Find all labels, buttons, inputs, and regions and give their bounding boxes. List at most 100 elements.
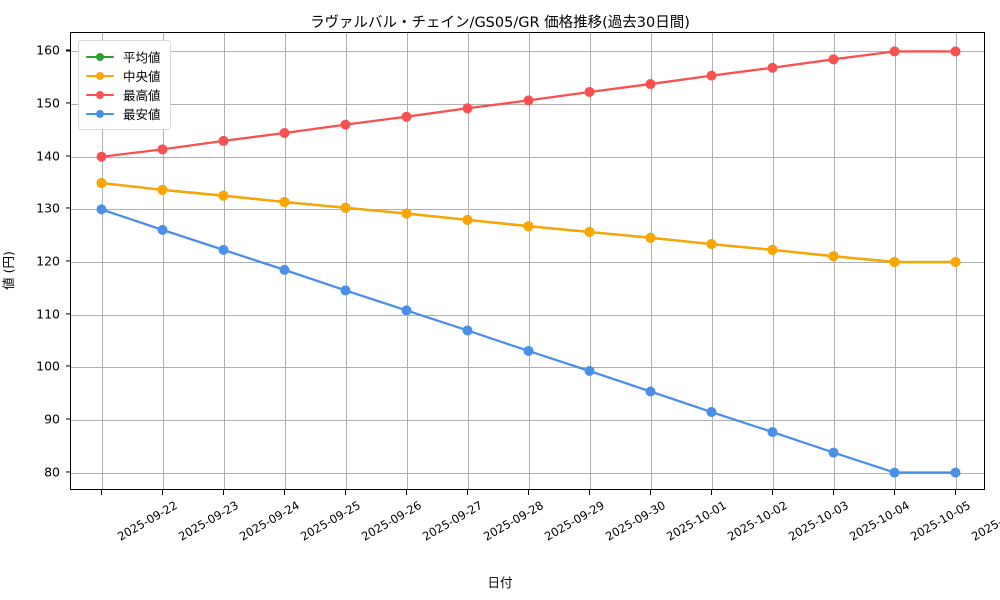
- x-tick-label: 2025-09-23: [175, 498, 241, 544]
- data-point-marker: [157, 184, 168, 195]
- x-tick-mark: [405, 490, 407, 495]
- data-point-marker: [462, 103, 473, 114]
- x-tick-mark: [161, 490, 163, 495]
- data-point-marker: [96, 151, 107, 162]
- legend-swatch-icon: [86, 50, 114, 64]
- data-point-marker: [462, 214, 473, 225]
- y-tick-label: 110: [36, 306, 60, 322]
- legend-swatch-icon: [86, 69, 114, 83]
- x-tick-mark: [954, 490, 956, 495]
- x-tick-label: 2025-09-27: [419, 498, 485, 544]
- data-point-marker: [279, 196, 290, 207]
- gridline-vertical: [467, 33, 469, 489]
- gridline-vertical: [650, 33, 652, 489]
- gridline-horizontal: [71, 419, 984, 421]
- gridline-vertical: [711, 33, 713, 489]
- data-point-marker: [889, 46, 900, 57]
- legend-entry[interactable]: 平均値: [86, 47, 161, 66]
- legend-entry[interactable]: 最高値: [86, 85, 161, 104]
- legend-entry[interactable]: 最安値: [86, 104, 161, 123]
- gridline-horizontal: [71, 156, 984, 158]
- x-tick-label: 2025-09-22: [114, 498, 180, 544]
- y-tick-label: 150: [36, 95, 60, 111]
- y-tick-mark: [65, 155, 70, 157]
- y-tick-mark: [65, 418, 70, 420]
- data-point-marker: [279, 128, 290, 139]
- legend-label: 中央値: [123, 69, 161, 84]
- data-point-marker: [706, 70, 717, 81]
- gridline-vertical: [528, 33, 530, 489]
- data-point-marker: [706, 239, 717, 250]
- x-axis-label: 日付: [487, 575, 513, 590]
- data-point-marker: [279, 264, 290, 275]
- gridline-vertical: [162, 33, 164, 489]
- data-point-marker: [767, 62, 778, 73]
- y-tick-label: 160: [36, 42, 60, 58]
- data-point-marker: [828, 54, 839, 65]
- data-point-marker: [523, 345, 534, 356]
- gridline-horizontal: [71, 367, 984, 369]
- data-point-marker: [462, 325, 473, 336]
- data-point-marker: [584, 365, 595, 376]
- y-tick-label: 130: [36, 200, 60, 216]
- x-tick-label: 2025-09-24: [236, 498, 302, 544]
- data-point-marker: [767, 427, 778, 438]
- data-point-marker: [401, 305, 412, 316]
- y-tick-label: 120: [36, 253, 60, 269]
- x-tick-mark: [283, 490, 285, 495]
- x-tick-label: 2025-09-26: [358, 498, 424, 544]
- x-tick-label: 2025-10-03: [785, 498, 851, 544]
- series-layer: [96, 46, 961, 478]
- data-point-marker: [523, 95, 534, 106]
- plot-area: [70, 32, 985, 490]
- data-point-marker: [645, 232, 656, 243]
- legend-label: 平均値: [123, 50, 161, 65]
- gridline-vertical: [772, 33, 774, 489]
- y-tick-label: 90: [44, 411, 60, 427]
- x-tick-label: 2025-10-06: [968, 498, 1000, 544]
- data-point-marker: [645, 79, 656, 90]
- series-line: [100, 208, 957, 474]
- chart-title: ラヴァルバル・チェイン/GS05/GR 価格推移(過去30日間): [310, 15, 690, 31]
- series-4: [96, 204, 961, 478]
- gridline-horizontal: [71, 262, 984, 263]
- data-point-marker: [401, 208, 412, 219]
- x-tick-label: 2025-09-29: [541, 498, 607, 544]
- data-point-marker: [584, 86, 595, 97]
- gridline-horizontal: [71, 209, 984, 211]
- data-point-marker: [218, 135, 229, 146]
- data-point-marker: [889, 257, 900, 267]
- data-point-marker: [157, 144, 168, 155]
- y-tick-mark: [65, 207, 70, 209]
- x-tick-mark: [893, 490, 895, 495]
- x-tick-mark: [100, 490, 102, 495]
- y-tick-mark: [65, 471, 70, 473]
- data-point-marker: [828, 251, 839, 262]
- y-tick-mark: [65, 260, 70, 262]
- gridline-vertical: [345, 33, 347, 489]
- x-tick-label: 2025-09-30: [602, 498, 668, 544]
- data-point-marker: [96, 178, 107, 189]
- x-tick-mark: [588, 490, 590, 495]
- gridline-horizontal: [71, 51, 984, 53]
- data-point-marker: [340, 119, 351, 130]
- legend-swatch-icon: [86, 107, 114, 121]
- gridline-vertical: [101, 33, 103, 489]
- legend-entry[interactable]: 中央値: [86, 66, 161, 85]
- data-point-marker: [340, 202, 351, 213]
- data-point-marker: [401, 111, 412, 122]
- x-tick-mark: [771, 490, 773, 495]
- data-point-marker: [218, 244, 229, 255]
- y-tick-mark: [65, 313, 70, 315]
- x-tick-mark: [222, 490, 224, 495]
- data-point-marker: [950, 257, 961, 267]
- y-tick-mark: [65, 365, 70, 367]
- legend-label: 最高値: [123, 88, 161, 103]
- x-tick-mark: [527, 490, 529, 495]
- y-tick-mark: [65, 102, 70, 104]
- gridline-vertical: [406, 33, 408, 489]
- series-3: [96, 46, 961, 162]
- x-tick-mark: [710, 490, 712, 495]
- data-point-marker: [828, 447, 839, 458]
- y-tick-label: 140: [36, 148, 60, 164]
